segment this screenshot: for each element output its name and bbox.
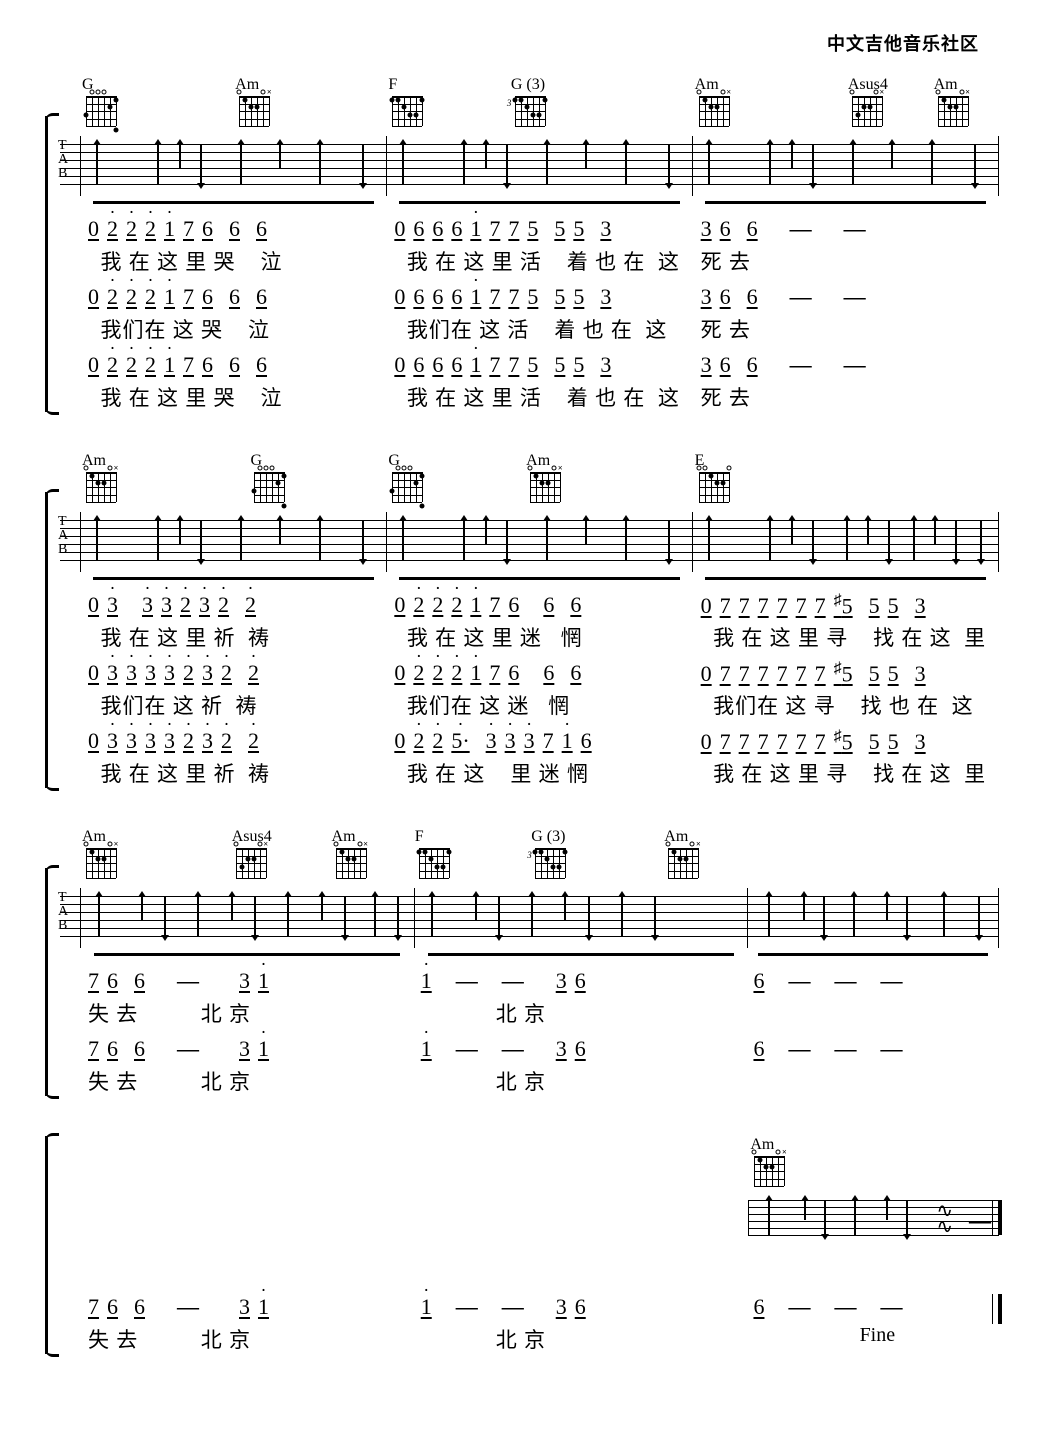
numbered-notation: 366—— (701, 284, 991, 314)
lyrics: 北 京 (421, 1066, 738, 1096)
numbered-notation: 022217666 (88, 216, 378, 246)
chord-G3: G (3)3 (509, 76, 545, 126)
numbered-notation: 366—— (701, 216, 991, 246)
fine-marker: Fine (860, 1324, 896, 1347)
numbered-notation: 6——— (753, 1036, 991, 1066)
chord-F: F (413, 828, 449, 878)
tab-staff: TAB (60, 512, 999, 572)
lyrics: 我们在 这 寻 找 也 在 这 (701, 690, 991, 720)
lyrics: 我 在 这 里 活 着 也 在 这 (394, 382, 684, 412)
lyrics: 我 在 这 里 寻 找 在 这 里 (701, 758, 991, 788)
system: G Am× F G (3)3 Am× Asus4× Am× TAB 022217666 我 在 … (60, 76, 999, 412)
numbered-notation: 033332322 (88, 728, 378, 758)
numbered-notation: 033332322 (88, 660, 378, 690)
numbered-notation: 366—— (701, 352, 991, 382)
chord-G: G (386, 452, 422, 502)
chord-E: E (693, 452, 729, 502)
tab-staff: TAB (60, 888, 999, 948)
numbered-notation: 0225·333716 (394, 728, 684, 758)
lyrics: 死 去 (701, 314, 991, 344)
page-header: 中文吉他音乐社区 (60, 20, 999, 76)
lyrics: 我 在 这 里 祈 祷 (88, 758, 378, 788)
numbered-notation: 766—31 (88, 1036, 405, 1066)
numbered-notation: 022217666 (394, 660, 684, 690)
chord-Am: Am× (693, 76, 729, 126)
chord-G: G (248, 452, 284, 502)
lyrics: 我 在 这 里 迷 惘 (394, 758, 684, 788)
chord-Asus4: Asus4× (230, 828, 272, 878)
chord-Am: Am× (233, 76, 269, 126)
numbered-notation: 022217666 (88, 352, 378, 382)
numbered-notation: 766—31 (88, 968, 405, 998)
system: Am× G G Am× E TAB 03332322 我 在 这 里 祈 祷 02221766… (60, 452, 999, 788)
numbered-notation: 1——36 (421, 1036, 738, 1066)
numbered-notation: 06661775553 (394, 352, 684, 382)
fine-system: Am×∿∿—766—31失 去 北 京1——36 北 京6———Fine (60, 1136, 999, 1354)
numbered-notation: 022217666 (88, 284, 378, 314)
chord-G3: G (3)3 (529, 828, 565, 878)
chord-Am: Am× (330, 828, 366, 878)
numbered-notation: 03332322 (88, 592, 378, 622)
chord-Am: Am× (932, 76, 968, 126)
numbered-notation: 0777777♯5553 (701, 592, 991, 622)
chord-Am: Am× (80, 452, 116, 502)
numbered-notation: 022217666 (394, 592, 684, 622)
numbered-notation: 06661775553 (394, 216, 684, 246)
numbered-notation: 0777777♯5553 (701, 660, 991, 690)
chord-F: F (386, 76, 422, 126)
lyrics: 我们在 这 活 着 也 在 这 (394, 314, 684, 344)
lyrics: 死 去 (701, 246, 991, 276)
lyrics: 我 在 这 里 寻 找 在 这 里 (701, 622, 991, 652)
lyrics: 北 京 (421, 998, 738, 1028)
chord-Am: Am× (748, 1136, 784, 1186)
chord-Am: Am× (524, 452, 560, 502)
chord-Am: Am× (80, 828, 116, 878)
chord-G: G (80, 76, 116, 126)
lyrics: 失 去 北 京 (88, 1066, 405, 1096)
numbered-notation: 1——36 (421, 968, 738, 998)
numbered-notation: 06661775553 (394, 284, 684, 314)
lyrics: 我 在 这 里 哭 泣 (88, 382, 378, 412)
chord-Asus4: Asus4× (846, 76, 888, 126)
lyrics: 失 去 北 京 (88, 998, 405, 1028)
lyrics: 死 去 (701, 382, 991, 412)
tab-staff: TAB (60, 136, 999, 196)
system: Am×Asus4×Am×FG (3)3Am×TAB766—31失 去 北 京1—… (60, 828, 999, 1096)
chord-Am: Am× (662, 828, 698, 878)
lyrics: 我 在 这 里 活 着 也 在 这 (394, 246, 684, 276)
numbered-notation: 0777777♯5553 (701, 728, 991, 758)
numbered-notation: 6——— (753, 968, 991, 998)
